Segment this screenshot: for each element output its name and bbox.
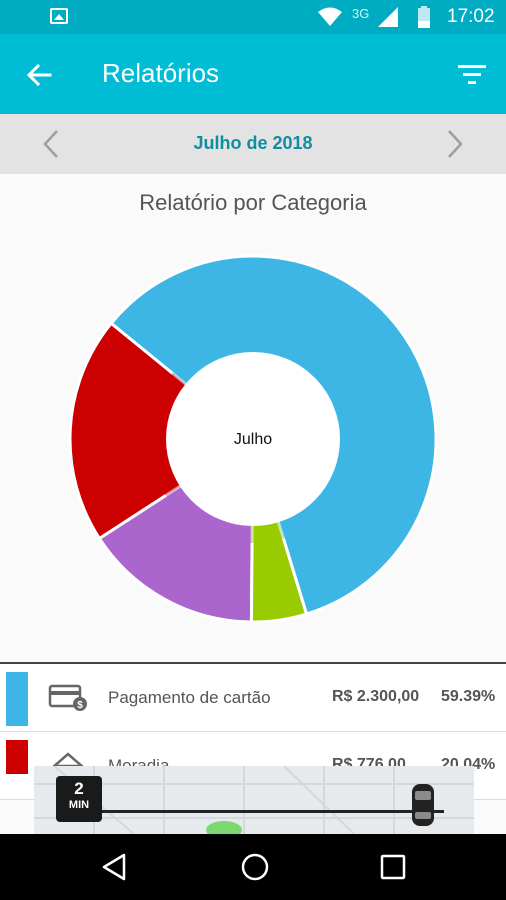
current-month: Julho de 2018 — [193, 133, 313, 153]
category-name: Pagamento de cartão — [108, 688, 271, 707]
category-amount: R$ 2.300,00 — [332, 688, 420, 705]
svg-text:$: $ — [77, 700, 83, 711]
month-navigation: Julho de 2018 — [0, 114, 506, 174]
network-type: 3G — [352, 6, 370, 21]
chevron-right-icon[interactable] — [444, 129, 466, 159]
category-color-swatch — [6, 672, 28, 726]
category-percent: 59.39% — [441, 688, 496, 705]
donut-chart[interactable]: Julho — [60, 246, 446, 632]
eta-value: 2 — [74, 779, 84, 798]
nav-recent-icon[interactable] — [380, 854, 406, 880]
battery-icon — [418, 6, 430, 28]
status-bar: 3G 17:02 — [0, 0, 506, 34]
category-row-pagamento-cartao[interactable]: $ Pagamento de cartão R$ 2.300,00 59.39% — [0, 664, 506, 732]
clock: 17:02 — [447, 6, 495, 27]
filter-icon[interactable] — [458, 64, 486, 86]
image-icon — [50, 8, 68, 24]
eta-unit: MIN — [68, 799, 90, 811]
system-nav-bar — [0, 834, 506, 900]
chart-center — [166, 352, 340, 526]
eta-badge: 2 MIN — [56, 776, 102, 822]
credit-card-icon: $ — [48, 684, 87, 711]
app-bar: Relatórios — [0, 34, 506, 114]
pie-slice-1[interactable] — [68, 321, 256, 541]
car-icon — [412, 784, 434, 826]
nav-back-icon[interactable] — [100, 852, 128, 882]
route-line — [94, 810, 444, 813]
wifi-icon — [318, 7, 342, 26]
page-title: Relatórios — [102, 58, 220, 88]
back-arrow-icon[interactable] — [24, 60, 54, 90]
chart-center-label: Julho — [234, 431, 272, 448]
list-divider — [0, 662, 506, 664]
signal-icon — [378, 7, 398, 27]
chevron-left-icon[interactable] — [40, 129, 62, 159]
chart-title: Relatório por Categoria — [139, 190, 367, 215]
nav-home-icon[interactable] — [240, 852, 270, 882]
category-color-swatch — [6, 740, 28, 774]
